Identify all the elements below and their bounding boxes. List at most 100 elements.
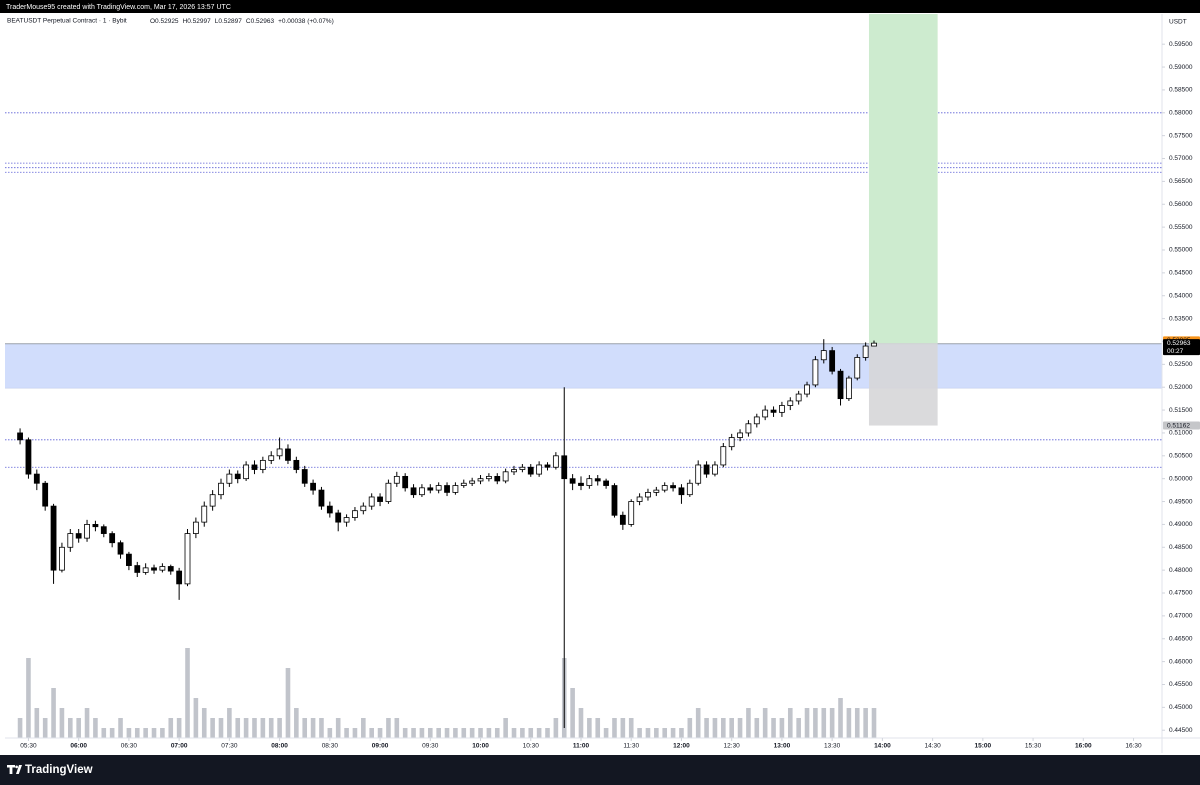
volume-bar	[729, 718, 734, 738]
volume-bar	[59, 708, 65, 738]
candle-body	[862, 345, 869, 358]
x-tick-label: 08:00	[271, 743, 288, 750]
volume-bar	[628, 718, 634, 738]
volume-bar	[553, 718, 559, 738]
candle-body	[720, 446, 727, 466]
volume-bar	[503, 718, 508, 738]
volume-bar	[871, 708, 877, 738]
candle-body	[393, 475, 400, 484]
y-tick-label: 0.56500	[1169, 178, 1193, 185]
x-tick-label: 09:00	[372, 743, 389, 750]
x-tick-label: 12:30	[724, 743, 741, 750]
volume-bar	[17, 718, 23, 738]
volume-bar	[461, 728, 467, 738]
currency: USDT	[1169, 19, 1187, 26]
volume-bar	[478, 728, 483, 738]
volume-bar	[863, 708, 868, 738]
volume-bar	[411, 728, 416, 738]
y-tick-label: 0.59500	[1169, 41, 1193, 48]
y-tick-label: 0.53500	[1169, 315, 1193, 322]
volume-bar	[829, 708, 835, 738]
y-tick-label: 0.46500	[1169, 635, 1193, 642]
volume-bar	[118, 718, 123, 738]
volume-bar	[168, 718, 174, 738]
volume-bar	[294, 708, 299, 738]
x-tick-label: 14:00	[874, 743, 891, 750]
candle-body	[377, 496, 383, 502]
y-tick-label: 0.57000	[1169, 155, 1193, 162]
volume-bar	[327, 728, 333, 738]
candle-body	[268, 455, 275, 461]
candle-body	[100, 526, 107, 534]
candle-body	[552, 455, 559, 468]
volume-bar	[319, 718, 324, 738]
candle-body	[368, 496, 375, 507]
volume-bar	[679, 728, 684, 738]
candle-body	[678, 487, 685, 496]
volume-bar	[185, 648, 190, 738]
y-tick-label: 0.58500	[1169, 87, 1193, 94]
candle-body	[167, 566, 174, 572]
top-bar	[0, 0, 1200, 13]
candle-body	[259, 459, 266, 470]
volume-bar	[787, 708, 793, 738]
candle-body	[452, 485, 459, 493]
volume-bar	[469, 728, 475, 738]
y-tick-label: 0.48500	[1169, 544, 1193, 551]
candle-body	[402, 475, 409, 489]
volume-bar	[854, 708, 860, 738]
x-tick-label: 10:00	[472, 743, 489, 750]
x-tick-label: 12:00	[673, 743, 690, 750]
price-label-bg	[1163, 421, 1200, 430]
candle-body	[578, 482, 584, 486]
candle-body	[661, 485, 668, 491]
candle-body	[628, 501, 635, 525]
candle-body	[419, 487, 425, 496]
x-tick-label: 07:30	[221, 743, 238, 750]
candle-body	[502, 471, 509, 482]
volume-bar	[695, 708, 701, 738]
y-tick-label: 0.45000	[1169, 704, 1193, 711]
volume-bar	[227, 708, 232, 738]
volume-bar	[494, 728, 500, 738]
candle-body	[109, 533, 116, 544]
volume-bar	[612, 718, 617, 738]
volume-bar	[670, 728, 676, 738]
y-tick-label: 0.55500	[1169, 224, 1193, 231]
y-tick-label: 0.47000	[1169, 613, 1193, 620]
price-label-bg	[1163, 339, 1200, 356]
candle-body	[527, 466, 534, 475]
volume-bar	[662, 728, 668, 738]
candle-body	[728, 437, 735, 448]
candle-body	[435, 485, 442, 491]
candle-body	[318, 489, 325, 507]
volume-bar	[813, 708, 818, 738]
candle-body	[59, 546, 65, 571]
y-tick-label: 0.48000	[1169, 567, 1193, 574]
volume-bar	[846, 708, 852, 738]
volume-bar	[762, 708, 768, 738]
volume-bar	[402, 728, 408, 738]
volume-bar	[603, 728, 609, 738]
volume-bar	[235, 718, 241, 738]
candle-body	[611, 485, 618, 516]
candle-body	[636, 496, 643, 502]
volume-bar	[67, 718, 73, 738]
candle-body	[42, 482, 49, 507]
candle-body	[519, 466, 526, 470]
volume-bar	[821, 708, 827, 738]
candle-body	[159, 566, 166, 571]
y-tick-label: 0.59000	[1169, 64, 1193, 71]
x-tick-label: 15:00	[975, 743, 992, 750]
candle-body	[837, 370, 844, 400]
candle-body	[276, 448, 283, 457]
candle-body	[703, 464, 710, 475]
volume-bar	[84, 708, 90, 738]
volume-bar	[34, 708, 40, 738]
candle-body	[234, 473, 241, 480]
y-tick-label: 0.54000	[1169, 292, 1193, 299]
candle-body	[686, 482, 693, 496]
